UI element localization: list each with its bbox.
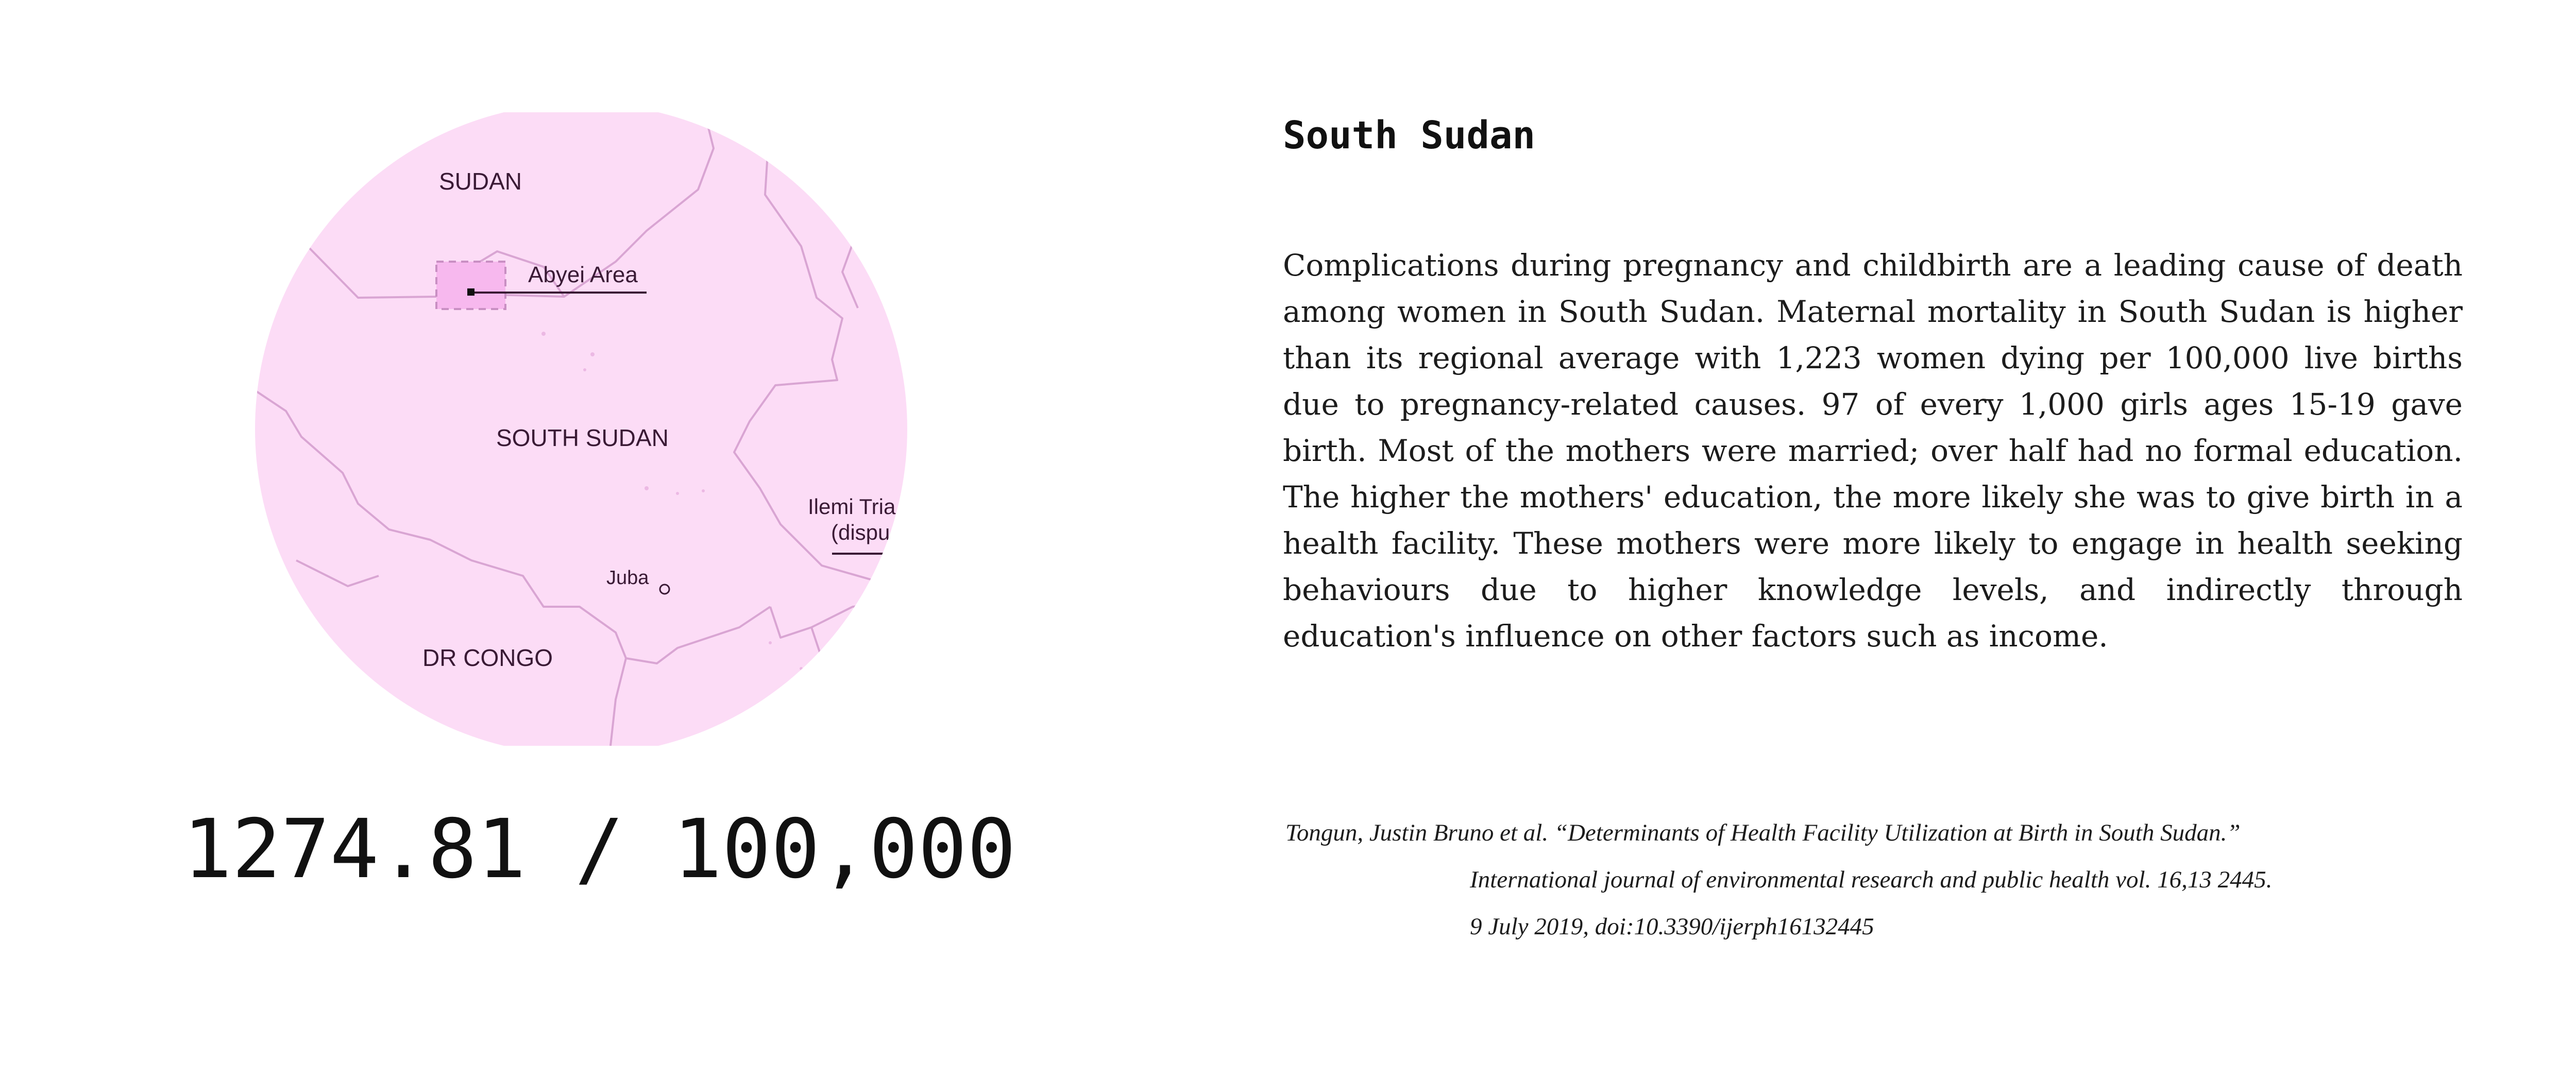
country-title: South Sudan [1283, 113, 1536, 158]
article-body: Complications during pregnancy and child… [1283, 248, 2463, 654]
citation-line-2: International journal of environmental r… [1470, 866, 2273, 893]
map-background [255, 112, 907, 746]
label-ilemi-line2: (dispu [831, 520, 890, 544]
label-abyei-area: Abyei Area [528, 262, 638, 287]
label-south-sudan: SOUTH SUDAN [496, 424, 669, 451]
citation: Tongun, Justin Bruno et al. “Determinant… [1285, 810, 2465, 950]
map-svg: SUDAN Abyei Area SOUTH SUDAN Ilemi Tria … [255, 112, 907, 746]
juba-marker-icon [659, 584, 670, 595]
label-ilemi-line1: Ilemi Tria [808, 494, 896, 519]
label-juba: Juba [606, 567, 649, 589]
maternal-mortality-statistic: 1274.81 / 100,000 [183, 802, 1016, 897]
map-water-features [541, 332, 803, 670]
label-dr-congo: DR CONGO [422, 644, 553, 671]
label-sudan: SUDAN [439, 168, 522, 195]
citation-line-1: Tongun, Justin Bruno et al. “Determinant… [1285, 819, 2241, 846]
citation-line-3: 9 July 2019, doi:10.3390/ijerph16132445 [1470, 913, 1874, 940]
abyei-marker [467, 288, 474, 296]
south-sudan-map: SUDAN Abyei Area SOUTH SUDAN Ilemi Tria … [255, 112, 907, 746]
abyei-area-shape [435, 261, 506, 310]
